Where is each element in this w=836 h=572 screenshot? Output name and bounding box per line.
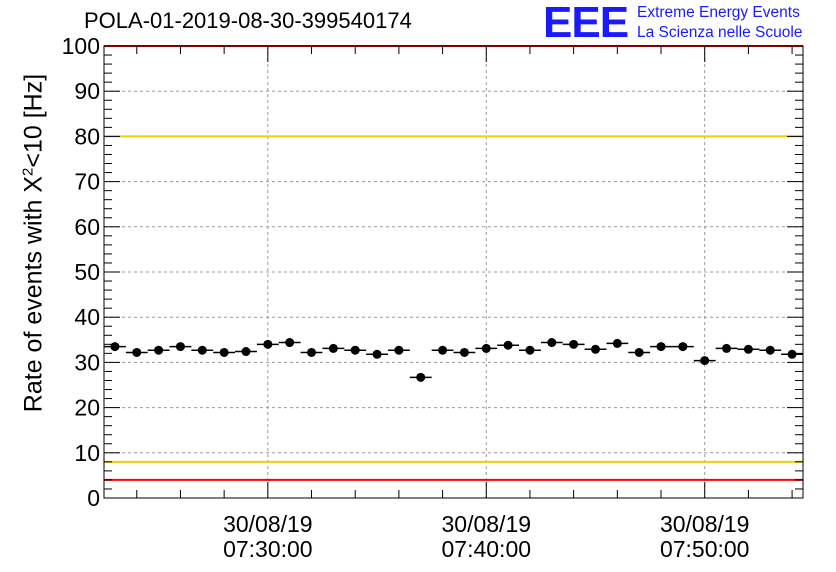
data-point xyxy=(700,356,710,366)
y-tick-label: 20 xyxy=(74,395,100,421)
data-point xyxy=(590,344,600,354)
y-tick-label: 10 xyxy=(74,440,100,466)
logo-line-2: La Scienza nelle Scuole xyxy=(637,24,803,41)
data-point xyxy=(175,342,185,352)
data-point xyxy=(241,347,251,357)
data-point xyxy=(197,345,207,355)
data-point xyxy=(394,345,404,355)
data-point xyxy=(350,345,360,355)
eee-logo-mark: EEE xyxy=(543,0,629,47)
data-point xyxy=(219,347,229,357)
x-tick-label-date: 30/08/19 xyxy=(223,511,313,537)
data-point xyxy=(110,342,120,352)
data-point xyxy=(612,338,622,348)
data-point xyxy=(328,343,338,353)
data-point xyxy=(285,338,295,348)
data-point xyxy=(132,347,142,357)
data-point xyxy=(525,345,535,355)
y-tick-label: 50 xyxy=(74,259,100,285)
data-point xyxy=(569,339,579,349)
y-tick-label: 30 xyxy=(74,349,100,375)
data-point xyxy=(416,372,426,382)
x-tick-label-date: 30/08/19 xyxy=(442,511,532,537)
y-tick-label: 60 xyxy=(74,214,100,240)
data-point xyxy=(459,347,469,357)
y-tick-label: 90 xyxy=(74,78,100,104)
data-point xyxy=(263,339,273,349)
y-tick-label: 80 xyxy=(74,123,100,149)
data-point xyxy=(722,343,732,353)
grid-lines xyxy=(104,46,803,498)
data-point xyxy=(656,342,666,352)
chart-title: POLA-01-2019-08-30-399540174 xyxy=(84,8,412,33)
plot-frame xyxy=(103,45,804,499)
data-point xyxy=(765,345,775,355)
data-point xyxy=(154,345,164,355)
x-tick-label-date: 30/08/19 xyxy=(660,511,750,537)
eee-logo-text: Extreme Energy Events La Scienza nelle S… xyxy=(637,3,802,43)
x-tick-label-time: 07:50:00 xyxy=(660,536,750,562)
y-tick-label: 100 xyxy=(62,33,100,59)
reference-lines xyxy=(104,45,803,481)
x-tick-label-time: 07:30:00 xyxy=(223,536,313,562)
data-point xyxy=(743,344,753,354)
data-point xyxy=(678,342,688,352)
data-point xyxy=(438,345,448,355)
x-tick-label-time: 07:40:00 xyxy=(442,536,532,562)
y-tick-label: 40 xyxy=(74,304,100,330)
data-point xyxy=(547,338,557,348)
data-points xyxy=(104,338,803,382)
data-point xyxy=(503,340,513,350)
data-point xyxy=(372,349,382,359)
data-point xyxy=(481,343,491,353)
y-tick-label: 70 xyxy=(74,169,100,195)
data-point xyxy=(307,347,317,357)
y-tick-label: 0 xyxy=(87,485,100,511)
data-point xyxy=(634,347,644,357)
logo-line-1: Extreme Energy Events xyxy=(637,4,800,21)
x-tick-labels: 30/08/1907:30:0030/08/1907:40:0030/08/19… xyxy=(223,511,749,562)
y-tick-labels: 0 10 20 30 40 50 60 70 80 90 100 xyxy=(62,33,100,511)
data-point xyxy=(787,349,797,359)
